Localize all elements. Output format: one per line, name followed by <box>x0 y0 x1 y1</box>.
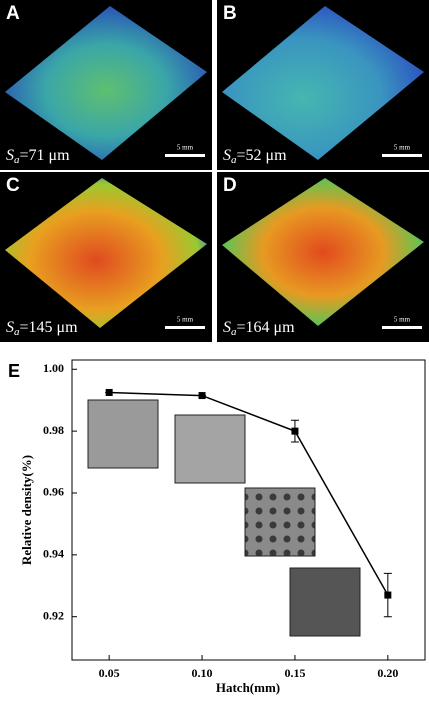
panel-label: D <box>223 175 237 196</box>
sa-symbol: S <box>223 147 231 164</box>
y-tick-label: 0.98 <box>43 423 64 437</box>
roughness-label: Sa=164 μm <box>223 319 295 338</box>
sa-subscript: a <box>14 326 20 338</box>
marker <box>291 427 299 435</box>
scale-bar <box>165 154 205 157</box>
panel-label: E <box>8 361 20 381</box>
x-tick-label: 0.05 <box>99 666 120 680</box>
y-tick-label: 0.94 <box>43 547 64 561</box>
x-tick-label: 0.10 <box>192 666 213 680</box>
sa-value: =52 μm <box>237 147 288 164</box>
scale-bar <box>165 326 205 329</box>
sa-symbol: S <box>223 319 231 336</box>
plot-frame <box>71 359 426 661</box>
scale-text: 5 mm <box>177 144 194 152</box>
panel-label: A <box>6 3 20 24</box>
scale-text: 5 mm <box>177 316 194 324</box>
sa-subscript: a <box>14 154 20 166</box>
sa-value: =145 μm <box>20 319 79 336</box>
x-tick-label: 0.20 <box>377 666 398 680</box>
x-axis-title: Hatch(mm) <box>216 680 280 695</box>
marker <box>384 591 392 599</box>
scale-text: 5 mm <box>394 144 411 152</box>
sa-symbol: S <box>6 319 14 336</box>
roughness-label: Sa=71 μm <box>6 147 70 166</box>
scale-bar <box>382 154 422 157</box>
sa-symbol: S <box>6 147 14 164</box>
data-line <box>109 391 389 596</box>
sa-subscript: a <box>231 326 237 338</box>
sa-subscript: a <box>231 154 237 166</box>
x-tick-label: 0.15 <box>284 666 305 680</box>
marker <box>198 392 206 400</box>
scale-bar <box>382 326 422 329</box>
sa-value: =164 μm <box>237 319 296 336</box>
insets <box>87 399 361 637</box>
marker <box>105 388 113 396</box>
y-tick-label: 0.96 <box>43 485 64 499</box>
scale-text: 5 mm <box>394 316 411 324</box>
panel-label: C <box>6 175 20 196</box>
panel-images <box>0 0 429 342</box>
y-axis-title: Relative density(%) <box>19 455 34 565</box>
panel-label: B <box>223 3 237 24</box>
y-tick-label: 1.00 <box>43 361 64 375</box>
sa-value: =71 μm <box>20 147 71 164</box>
roughness-label: Sa=145 μm <box>6 319 78 338</box>
y-tick-label: 0.92 <box>43 608 64 622</box>
roughness-label: Sa=52 μm <box>223 147 287 166</box>
